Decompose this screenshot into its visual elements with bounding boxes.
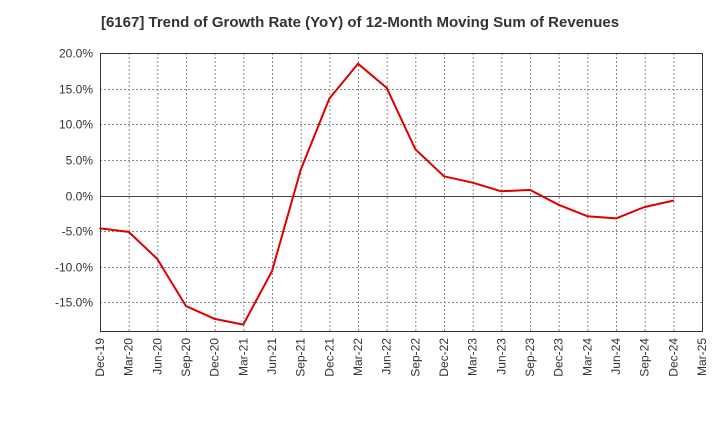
plot-frame — [100, 53, 703, 332]
y-tick-label: -15.0% — [55, 296, 93, 310]
x-tick-label: Jun-22 — [380, 338, 394, 375]
series-layer — [99, 62, 675, 326]
chart-title: [6167] Trend of Growth Rate (YoY) of 12-… — [100, 14, 620, 31]
data-point — [643, 206, 646, 208]
x-tick-label: Jun-21 — [265, 338, 279, 375]
axis-layer — [100, 53, 703, 332]
data-point — [127, 231, 130, 233]
x-tick-label: Mar-25 — [695, 338, 709, 376]
x-tick-label: Jun-24 — [609, 338, 623, 375]
data-point — [156, 258, 159, 260]
x-tick-label: Dec-22 — [437, 338, 451, 377]
x-tick-label: Jun-20 — [150, 338, 164, 375]
y-tick-label: 20.0% — [59, 47, 93, 61]
data-point — [500, 190, 503, 193]
x-tick-label: Mar-20 — [122, 338, 136, 376]
data-point — [328, 97, 331, 100]
x-tick-label: Sep-24 — [638, 338, 652, 377]
x-tick-label: Sep-21 — [294, 338, 308, 377]
x-tick-label: Sep-23 — [523, 338, 537, 377]
data-point — [471, 181, 474, 184]
x-tick-label: Dec-24 — [666, 338, 680, 377]
x-tick-label: Dec-19 — [93, 338, 107, 377]
x-tick-label: Mar-23 — [466, 338, 480, 376]
x-tick-label: Mar-21 — [236, 338, 250, 376]
grid-layer — [100, 53, 703, 331]
data-point — [271, 270, 273, 272]
x-tick-label: Mar-22 — [351, 338, 365, 376]
data-point — [529, 189, 531, 191]
data-point — [615, 217, 617, 220]
data-point — [213, 318, 216, 320]
y-tick-label: -5.0% — [62, 225, 94, 239]
data-point — [299, 169, 302, 171]
data-point — [242, 323, 245, 326]
data-point — [557, 204, 560, 206]
x-tick-label: Sep-22 — [408, 338, 422, 377]
y-tick-label: -10.0% — [55, 261, 93, 275]
data-point — [443, 175, 445, 178]
data-point — [385, 87, 388, 89]
x-tick-label: Dec-20 — [208, 338, 222, 377]
x-tick-label: Mar-24 — [580, 338, 594, 376]
data-point — [672, 199, 675, 202]
y-tick-label: 0.0% — [66, 190, 94, 204]
x-tick-label: Dec-21 — [322, 338, 336, 377]
x-tick-label: Dec-23 — [552, 338, 566, 377]
y-tick-label: 15.0% — [59, 83, 93, 97]
y-tick-label: 5.0% — [66, 154, 94, 168]
plot-area — [100, 53, 702, 331]
tick-label-layer: 20.0% 15.0% 10.0% 5.0% 0.0% -5.0% -10.0% -15.0%… — [55, 47, 709, 377]
data-point — [414, 148, 417, 150]
data-point — [357, 62, 359, 65]
data-point — [185, 305, 187, 307]
y-tick-label: 10.0% — [59, 118, 93, 132]
data-point — [99, 227, 101, 230]
x-tick-label: Sep-20 — [179, 338, 193, 377]
data-point — [586, 215, 589, 217]
x-tick-label: Jun-23 — [494, 338, 508, 375]
